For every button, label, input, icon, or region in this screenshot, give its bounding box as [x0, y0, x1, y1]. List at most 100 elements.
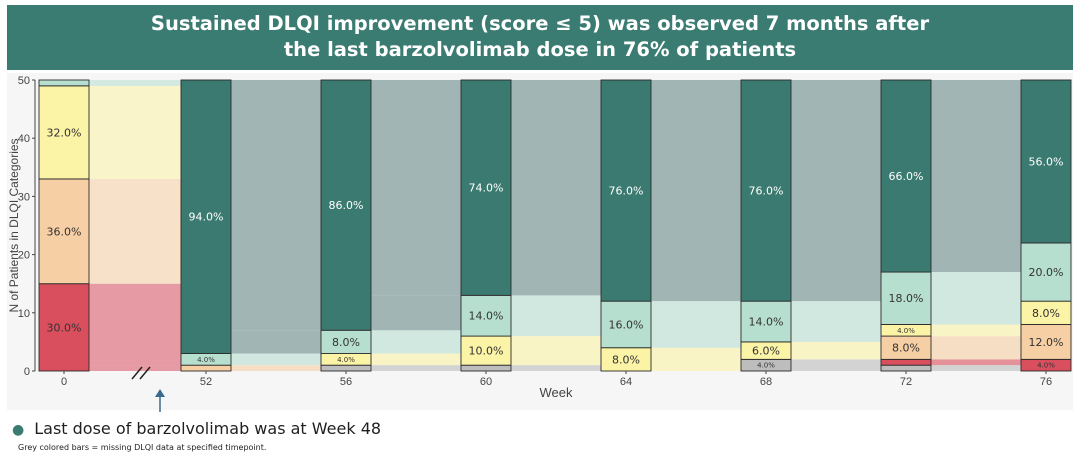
bar-label: 12.0% [1029, 336, 1064, 349]
y-tick-label: 0 [24, 366, 30, 378]
flow-band [791, 365, 881, 371]
flow-band [651, 80, 741, 302]
flow-band [791, 359, 881, 366]
flow-band [89, 283, 181, 354]
bar-label: 10.0% [469, 345, 504, 358]
flow-band [231, 80, 321, 331]
bar-label: 18.0% [889, 292, 924, 305]
flow-band [651, 341, 741, 348]
flow-band [231, 353, 321, 366]
flow-band [791, 272, 881, 302]
chart-title-line-2: the last barzolvolimab dose in 76% of pa… [283, 38, 797, 61]
flow-band [511, 301, 601, 337]
bar-segment [880, 79, 932, 273]
bar-segment [180, 364, 232, 372]
flows-layer [89, 80, 1021, 371]
flow-band [89, 80, 181, 86]
bar-segment [38, 283, 90, 372]
flow-band [651, 347, 741, 360]
labels-layer: 30.0% 36.0% 32.0% 4.0% 94.0% 4.0% 8.0% 86.0% 10.… [7, 75, 1063, 412]
flow-band [371, 353, 461, 366]
x-tick-label: 68 [760, 376, 772, 388]
bar-segment [880, 271, 932, 325]
y-tick-label: 10 [18, 308, 30, 320]
flow-band [931, 365, 1021, 371]
x-tick-label: 56 [340, 376, 352, 388]
flow-band [931, 301, 1021, 325]
flow-band [511, 365, 601, 371]
bar-label: 20.0% [1029, 266, 1064, 279]
x-tick-label: 64 [620, 376, 632, 388]
flow-band [89, 353, 181, 366]
bar-label: 30.0% [47, 321, 82, 334]
bar-label: 6.0% [752, 345, 780, 358]
axis-break-mark [131, 366, 143, 380]
bar-segment [600, 300, 652, 349]
flow-band [651, 359, 741, 371]
bar-segment [38, 178, 90, 285]
bar-segment [880, 364, 932, 372]
bar-label: 14.0% [469, 310, 504, 323]
bar-label: 76.0% [749, 185, 784, 198]
flow-band [231, 330, 321, 354]
bar-label: 8.0% [1032, 307, 1060, 320]
flow-band [931, 272, 1021, 302]
bar-segment [1020, 323, 1072, 360]
bar-segment [38, 79, 90, 87]
bar-label: 66.0% [889, 170, 924, 183]
bar-label: 74.0% [469, 182, 504, 195]
y-tick-label: 30 [18, 191, 30, 203]
week48-arrowhead-icon [155, 389, 165, 397]
bar-label: 4.0% [897, 327, 915, 335]
flow-band [931, 359, 1021, 366]
bar-label: 76.0% [609, 185, 644, 198]
bar-label: 4.0% [197, 356, 215, 364]
flow-band [931, 324, 1021, 337]
bar-segment [740, 79, 792, 302]
flow-band [511, 295, 601, 302]
x-tick-label: 76 [1040, 376, 1052, 388]
bar-label: 8.0% [612, 353, 640, 366]
bar-label: 4.0% [757, 362, 775, 370]
bar-segment [1020, 79, 1072, 244]
bar-segment [1020, 242, 1072, 302]
bar-label: 8.0% [892, 342, 920, 355]
bar-segment [460, 294, 512, 337]
flow-band [231, 365, 321, 371]
flow-band [931, 242, 1021, 273]
x-tick-label: 52 [200, 376, 212, 388]
flow-band [371, 365, 461, 371]
flow-band [931, 336, 1021, 360]
flow-band [371, 336, 461, 354]
bar-segment [320, 364, 372, 372]
title-banner: Sustained DLQI improvement (score ≤ 5) w… [7, 5, 1073, 70]
flow-band [791, 80, 881, 273]
bar-label: 36.0% [47, 225, 82, 238]
flow-band [791, 341, 881, 360]
bar-segment [460, 79, 512, 296]
bar-segment [460, 364, 512, 372]
bar-label: 56.0% [1029, 155, 1064, 168]
flow-band [791, 336, 881, 342]
flow-band [511, 336, 601, 348]
y-tick-label: 50 [18, 75, 30, 87]
bullet-icon: ● [12, 422, 25, 438]
last-dose-note: Last dose of barzolvolimab was at Week 4… [34, 419, 382, 438]
flow-band [371, 330, 461, 337]
bar-segment [320, 79, 372, 331]
y-tick-label: 20 [18, 250, 30, 262]
bars-layer [38, 79, 1072, 372]
flow-band [371, 295, 461, 331]
missing-data-footnote: Grey colored bars = missing DLQI data at… [18, 443, 267, 452]
chart-title-line-1: Sustained DLQI improvement (score ≤ 5) w… [150, 12, 930, 35]
bar-label: 4.0% [337, 356, 355, 364]
note-row: ● Last dose of barzolvolimab was at Week … [12, 419, 381, 438]
axis-break-mark [139, 366, 151, 380]
bar-label: 32.0% [47, 126, 82, 139]
bar-label: 8.0% [332, 336, 360, 349]
flow-band [791, 324, 881, 337]
x-tick-label: 72 [900, 376, 912, 388]
bar-label: 4.0% [1037, 362, 1055, 370]
bar-segment [180, 79, 232, 354]
bar-segment [740, 300, 792, 343]
